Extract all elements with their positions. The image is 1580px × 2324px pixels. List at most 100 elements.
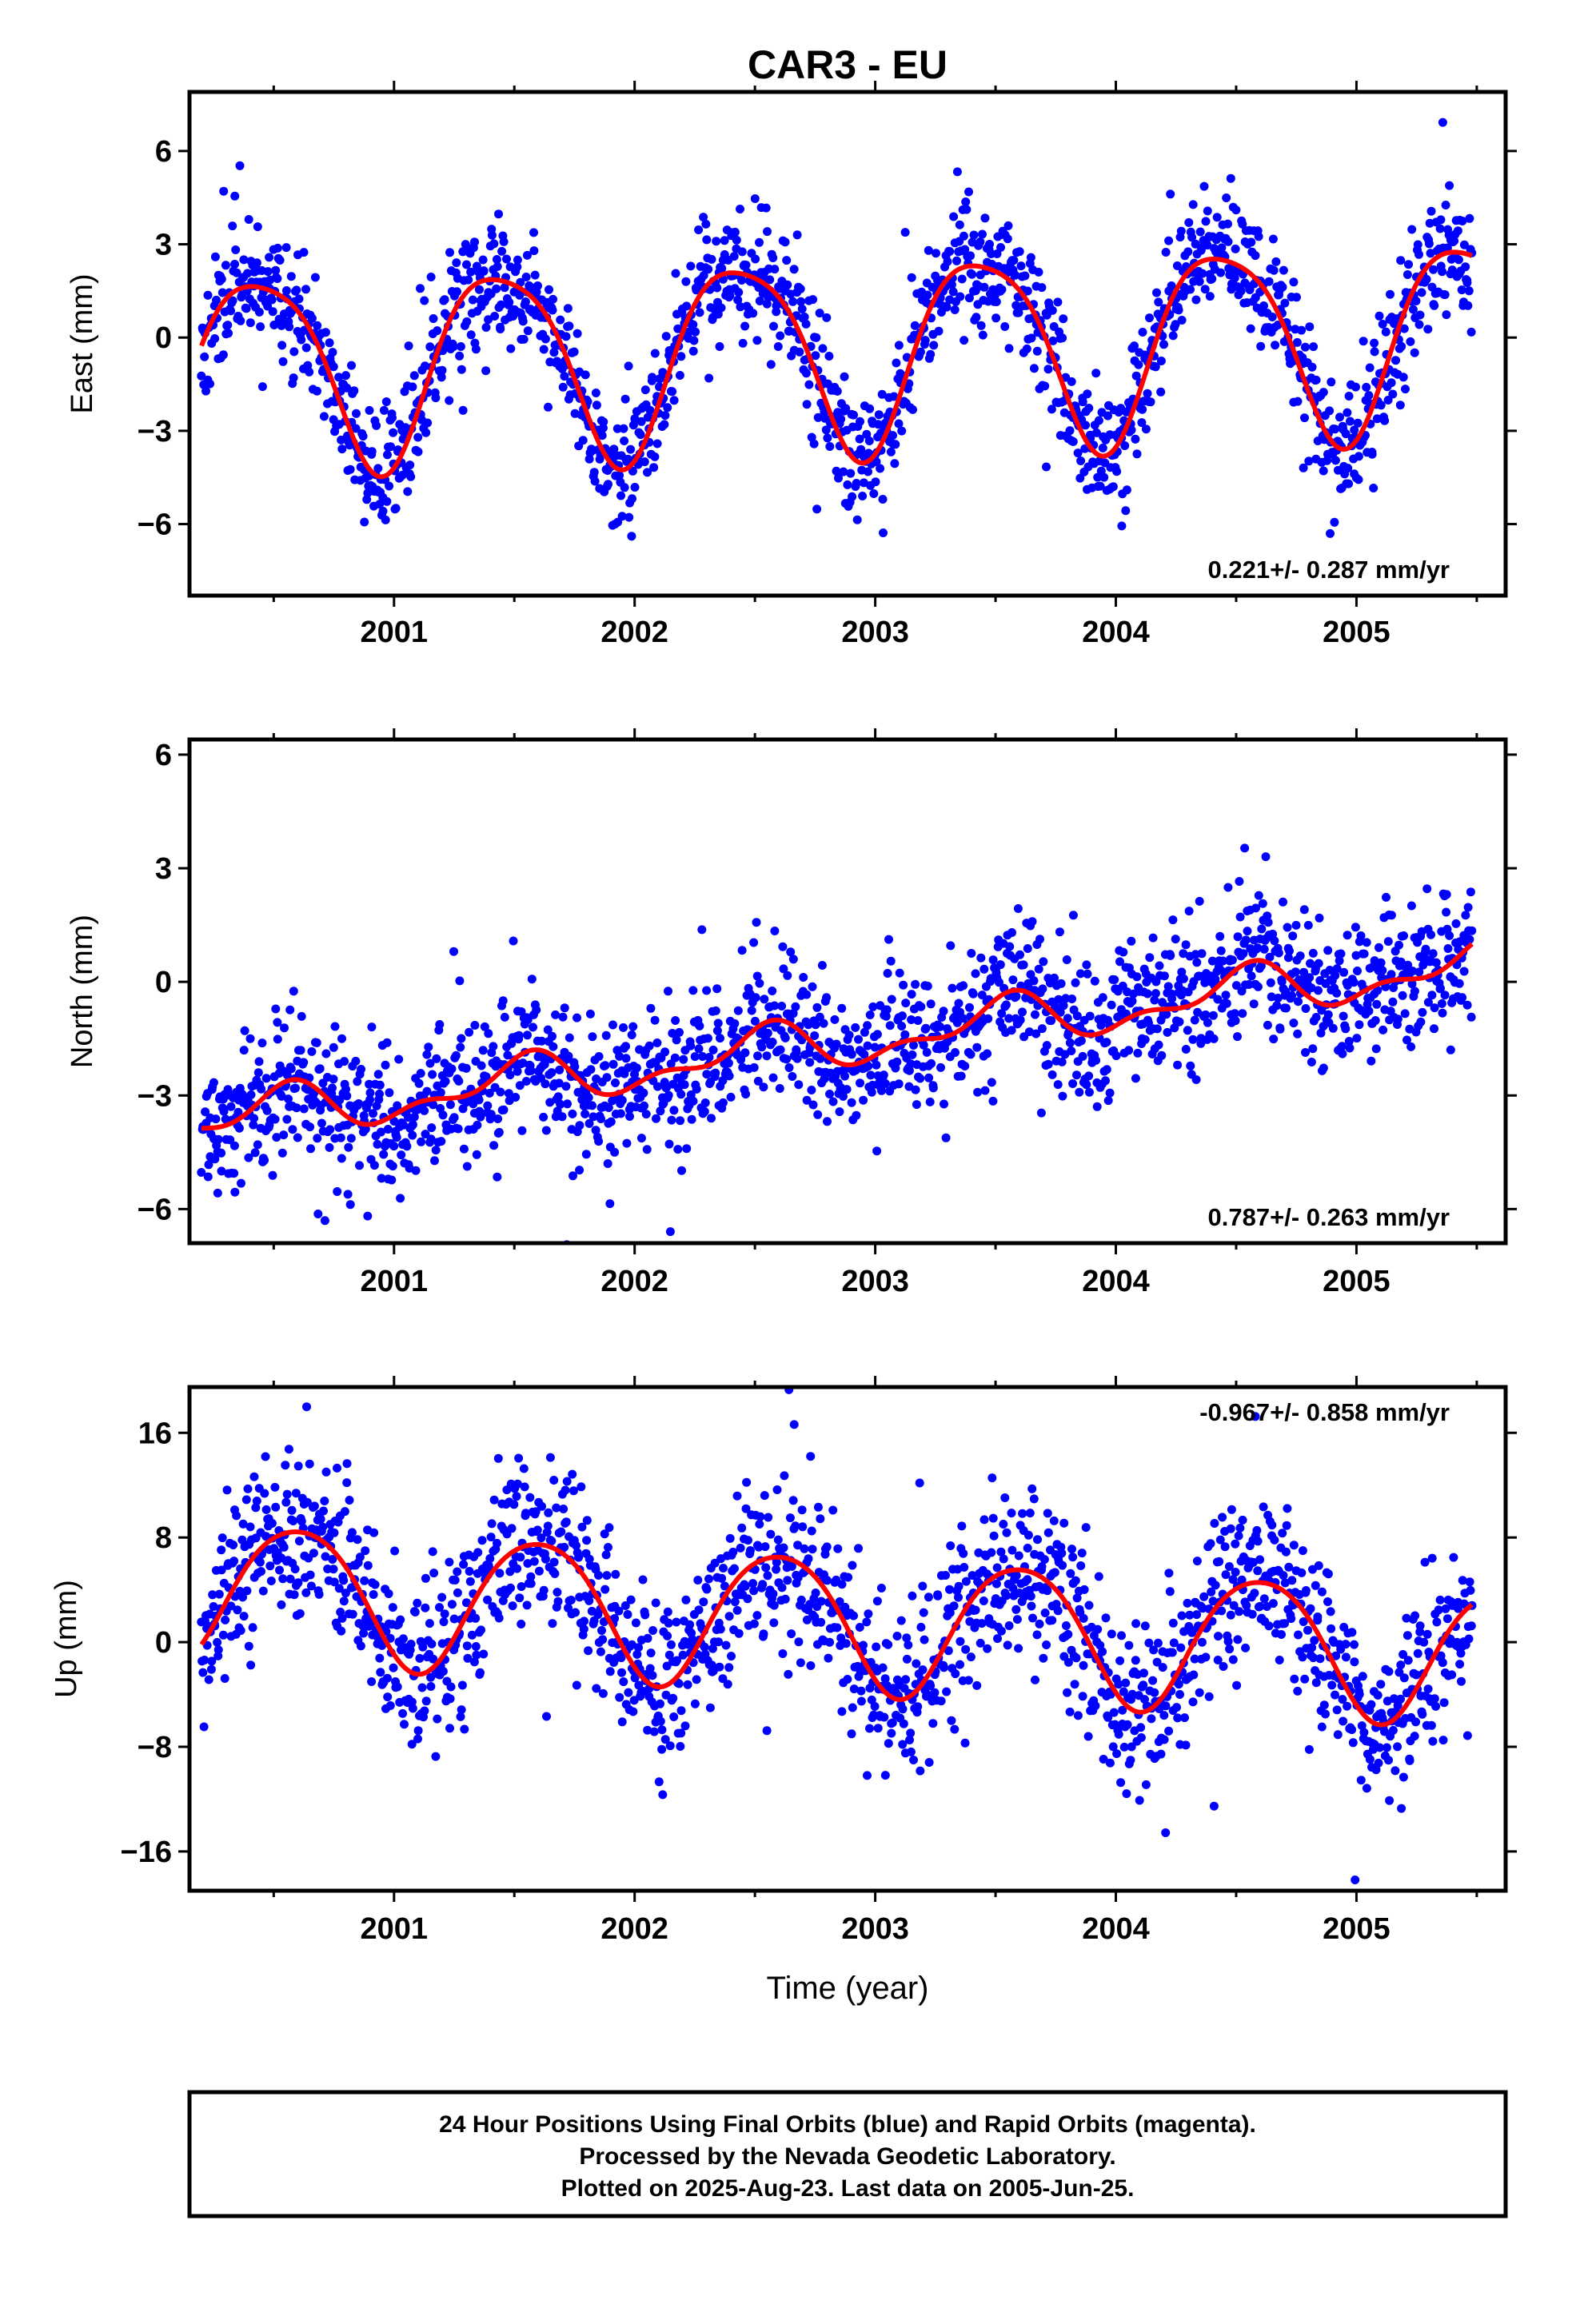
up-data-point [249, 1473, 258, 1481]
north-data-point [397, 1150, 405, 1159]
east-data-point [337, 444, 346, 453]
north-data-point [916, 1074, 924, 1083]
north-data-point [454, 1125, 463, 1134]
up-data-point [367, 1677, 376, 1686]
up-data-point [466, 1577, 475, 1586]
east-data-point [549, 306, 557, 315]
east-data-point [916, 348, 925, 357]
up-data-point [823, 1542, 832, 1551]
east-data-point [219, 350, 228, 359]
up-data-point [569, 1486, 578, 1495]
east-data-point [416, 284, 425, 293]
east-data-point [301, 285, 310, 293]
north-data-point [1222, 991, 1231, 999]
up-data-point [562, 1517, 571, 1526]
east-data-point [379, 507, 388, 516]
up-data-point [453, 1568, 461, 1577]
up-data-point [1076, 1561, 1085, 1570]
north-data-point [738, 946, 747, 955]
up-data-point [993, 1634, 1002, 1643]
north-data-point [455, 976, 464, 985]
up-data-point [863, 1771, 872, 1780]
east-data-point [803, 400, 812, 409]
north-data-point [900, 1030, 909, 1039]
north-data-point [1175, 1018, 1184, 1026]
east-data-point [414, 448, 423, 456]
east-data-point [808, 295, 817, 304]
north-data-point [645, 1042, 654, 1050]
east-data-point [1206, 292, 1215, 301]
north-data-point [432, 1054, 441, 1063]
north-data-point [1079, 1052, 1087, 1061]
up-data-point [828, 1506, 837, 1515]
up-data-point [1254, 1537, 1263, 1545]
north-data-point [807, 1086, 816, 1094]
up-data-point [1012, 1571, 1021, 1580]
east-data-point [1305, 322, 1314, 331]
north-data-point [409, 1120, 417, 1129]
north-data-point [673, 1145, 682, 1154]
north-data-point [652, 1038, 661, 1047]
north-data-point [1319, 1064, 1328, 1073]
up-data-point [1283, 1504, 1291, 1513]
north-data-point [1442, 890, 1451, 899]
north-data-point [908, 1050, 916, 1059]
north-data-point [872, 1146, 881, 1155]
up-data-point [983, 1644, 991, 1653]
east-data-point [649, 463, 658, 472]
up-data-point [838, 1580, 847, 1589]
north-data-point [230, 1142, 239, 1150]
north-data-point [702, 987, 711, 995]
north-data-point [293, 1134, 302, 1142]
east-data-point [802, 369, 811, 377]
north-data-point [983, 1050, 991, 1058]
up-data-point [1123, 1720, 1132, 1729]
north-data-points [197, 843, 1476, 1249]
east-data-point [833, 387, 842, 396]
north-data-point [417, 1138, 425, 1146]
north-data-point [1372, 1044, 1381, 1053]
east-data-point [627, 532, 636, 540]
north-data-point [446, 1100, 455, 1109]
up-data-point [317, 1515, 325, 1524]
up-data-point [972, 1606, 980, 1615]
north-data-point [892, 1058, 901, 1066]
north-data-point [1133, 1049, 1142, 1058]
up-data-point [764, 1513, 772, 1522]
east-data-point [1355, 475, 1363, 484]
up-data-point [567, 1596, 576, 1604]
east-data-point [660, 420, 668, 429]
up-data-point [1277, 1630, 1286, 1639]
east-data-point [1138, 405, 1147, 414]
east-data-point [1159, 340, 1168, 349]
east-data-point [1309, 342, 1318, 351]
up-data-point [265, 1561, 274, 1570]
north-data-point [347, 1134, 356, 1142]
north-data-point [297, 1046, 305, 1054]
east-data-point [1223, 220, 1232, 229]
north-data-point [1039, 957, 1047, 966]
east-data-point [849, 411, 858, 420]
up-data-point [1290, 1541, 1299, 1549]
up-data-point [594, 1571, 603, 1580]
north-data-point [805, 1058, 814, 1066]
east-data-point [1270, 266, 1279, 275]
north-xtick-label: 2002 [600, 1265, 668, 1298]
up-data-point [967, 1652, 976, 1661]
up-data-point [865, 1724, 874, 1733]
up-data-point [714, 1637, 723, 1646]
up-data-point [837, 1707, 846, 1716]
up-data-point [618, 1717, 627, 1726]
east-data-point [1139, 328, 1147, 337]
north-data-point [914, 1016, 923, 1025]
east-data-point [1120, 441, 1129, 450]
north-data-point [575, 1121, 584, 1130]
north-data-point [367, 1022, 376, 1031]
north-data-point [1127, 937, 1135, 946]
east-data-point [513, 256, 522, 265]
up-data-point [1275, 1656, 1284, 1664]
north-data-point [235, 1124, 244, 1133]
up-data-point [329, 1565, 338, 1573]
north-data-point [854, 1035, 863, 1044]
